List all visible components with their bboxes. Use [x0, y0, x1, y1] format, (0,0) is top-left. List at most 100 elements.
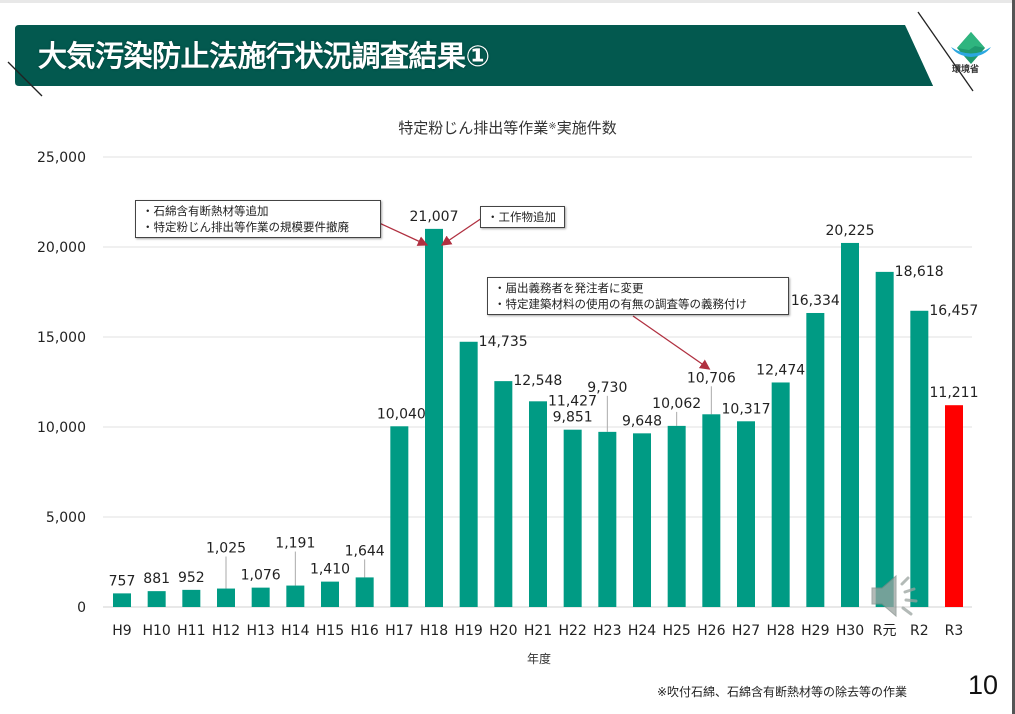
speaker-icon[interactable]	[866, 570, 928, 622]
bar-H11	[182, 589, 201, 607]
banner-shape	[15, 25, 933, 86]
bar-H30	[841, 242, 859, 607]
callout-arrows	[376, 217, 711, 370]
x-tick-label: H18	[420, 623, 448, 639]
bar-H22	[563, 429, 582, 607]
value-label: 9,648	[622, 413, 662, 429]
page-number: 10	[968, 670, 999, 700]
y-tick-label: 20,000	[37, 240, 86, 256]
y-tick-label: 10,000	[37, 420, 86, 436]
bar-H26	[702, 414, 721, 607]
callout-line: ・特定建築材料の使用の有無の調査等の義務付け	[494, 297, 747, 311]
value-label: 10,706	[687, 370, 736, 386]
x-axis-label: 年度	[527, 652, 552, 666]
bar-H23	[598, 431, 617, 607]
value-label: 1,025	[206, 541, 246, 557]
value-label: 1,644	[345, 543, 385, 559]
x-tick-label: H26	[697, 623, 725, 639]
x-tick-label: H21	[524, 623, 552, 639]
value-label: 1,191	[275, 536, 315, 552]
footnote: ※吹付石綿、石綿含有断熱材等の除去等の作業	[657, 685, 908, 699]
x-tick-label: H20	[489, 623, 517, 639]
bar-R元	[875, 271, 894, 607]
bar-H25	[667, 425, 686, 607]
x-tick-label: H27	[732, 623, 760, 639]
value-label: 757	[109, 573, 136, 589]
bars	[113, 228, 963, 607]
value-label: 12,548	[513, 373, 562, 389]
banner-slash-right	[917, 11, 974, 92]
chart-title: 特定粉じん排出等作業※実施件数	[0, 117, 1015, 138]
y-axis-ticks: 0 5,000 10,000 15,000 20,000 25,000	[37, 150, 86, 616]
value-label: 20,225	[826, 223, 875, 239]
bar-H12	[217, 588, 235, 607]
x-tick-label: R2	[910, 623, 929, 639]
chart-title-main: 特定粉じん排出等作業	[398, 119, 549, 137]
bar-H28	[771, 382, 790, 607]
x-tick-label: H9	[112, 623, 131, 639]
x-tick-label: H14	[281, 623, 309, 639]
arrow-insulation	[376, 221, 429, 246]
x-tick-label: H16	[350, 623, 378, 639]
bar-H17	[390, 426, 409, 607]
x-tick-label: H23	[593, 623, 621, 639]
value-label: 21,007	[410, 209, 459, 225]
slide-edge	[1012, 0, 1015, 714]
value-label: 12,474	[756, 362, 805, 378]
value-label: 1,410	[310, 562, 350, 578]
callout-line: ・特定粉じん排出等作業の規模要件撤廃	[142, 220, 349, 234]
value-label: 9,730	[587, 380, 627, 396]
bar-R3	[945, 405, 963, 607]
bar-H19	[459, 341, 478, 607]
gridlines	[103, 156, 972, 608]
value-label: 14,735	[479, 334, 528, 350]
ministry-of-environment-logo	[951, 32, 991, 64]
x-tick-label: R3	[945, 623, 964, 639]
x-tick-label: H11	[177, 623, 205, 639]
chart-title-mark: ※	[548, 121, 557, 132]
callout-h26-notification: ・届出義務者を発注者に変更 ・特定建築材料の使用の有無の調査等の義務付け	[487, 277, 789, 315]
value-label: 11,211	[930, 385, 979, 401]
x-tick-label: H30	[836, 623, 864, 639]
bar-R2	[910, 310, 929, 607]
x-tick-label: H25	[662, 623, 690, 639]
logo-text: 環境省	[952, 65, 980, 75]
callout-line: ・石綿含有断熱材等追加	[142, 204, 269, 218]
bar-H16	[355, 577, 374, 607]
value-label: 18,618	[895, 264, 944, 280]
arrow-notification	[632, 315, 711, 370]
top-border	[0, 0, 1015, 3]
value-label: 9,851	[553, 410, 593, 426]
x-tick-label: H19	[454, 623, 482, 639]
bar-H15	[321, 581, 339, 607]
bar-H9	[113, 593, 131, 607]
value-label: 881	[143, 571, 170, 587]
slide-title: 大気汚染防止法施行状況調査結果①	[38, 39, 490, 73]
value-label: 16,457	[929, 303, 978, 319]
x-tick-label: H28	[766, 623, 794, 639]
callout-h18-structures: ・工作物追加	[480, 206, 565, 228]
x-tick-label: H29	[801, 623, 829, 639]
value-label: 16,334	[791, 293, 840, 309]
bar-H13	[251, 587, 270, 607]
bar-H10	[147, 591, 166, 607]
x-tick-label: H15	[316, 623, 344, 639]
value-label: 11,427	[548, 393, 597, 409]
y-tick-label: 5,000	[46, 510, 86, 526]
callout-line: ・届出義務者を発注者に変更	[494, 281, 644, 295]
value-label: 10,040	[377, 406, 426, 422]
title-banner	[7, 11, 974, 97]
bar-H29	[806, 312, 825, 607]
value-label: 10,062	[652, 396, 701, 412]
x-tick-label: H22	[558, 623, 586, 639]
x-tick-label: H12	[212, 623, 240, 639]
banner-right-dark	[905, 25, 933, 86]
x-tick-label: H17	[385, 623, 413, 639]
callout-line: ・工作物追加	[487, 210, 556, 224]
value-label: 10,317	[722, 401, 771, 417]
y-tick-label: 25,000	[37, 150, 86, 166]
bar-H14	[286, 585, 305, 607]
banner-slash-left	[7, 61, 43, 97]
